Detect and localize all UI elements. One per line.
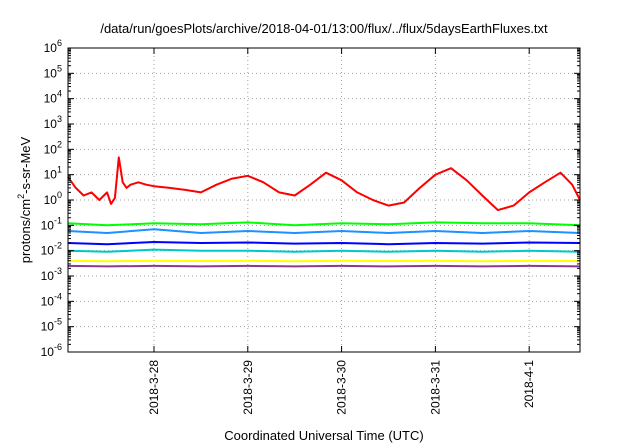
x-tick-label: 2018-3-30	[335, 360, 349, 415]
y-tick-label: 106	[44, 38, 62, 55]
y-tick-label: 100	[44, 190, 62, 207]
series-line-3	[67, 228, 581, 234]
series-line-6	[67, 259, 581, 263]
y-tick-label: 10-2	[41, 241, 62, 258]
y-axis-label-exp: 2	[16, 194, 26, 199]
y-axis-label-rest: -s-sr-MeV	[18, 136, 33, 193]
x-tick-label: 2018-3-28	[147, 360, 161, 415]
x-tick-label: 2018-3-31	[428, 360, 442, 415]
y-tick-label: 10-1	[41, 215, 62, 232]
y-tick-label: 101	[44, 165, 62, 182]
y-tick-label: 102	[44, 139, 62, 156]
y-tick-label: 10-4	[41, 291, 62, 308]
x-axis-label: Coordinated Universal Time (UTC)	[224, 428, 423, 443]
x-tick-label: 2018-3-29	[241, 360, 255, 415]
plot-frame	[67, 47, 581, 353]
y-axis-label-base: protons/cm	[18, 199, 33, 263]
series-line-5	[67, 248, 581, 253]
y-tick-label: 103	[44, 114, 62, 131]
series-group	[67, 156, 581, 268]
series-line-1	[67, 156, 581, 212]
y-tick-label: 10-6	[41, 342, 62, 359]
chart-title: /data/run/goesPlots/archive/2018-04-01/1…	[100, 21, 548, 36]
y-tick-label: 10-3	[41, 266, 62, 283]
y-tick-label: 10-5	[41, 317, 62, 334]
y-axis-label: protons/cm2-s-sr-MeV	[16, 136, 33, 263]
x-tick-label: 2018-4-1	[522, 360, 536, 408]
axes: 10-6 10-5 10-4 10-3 10-2 10-1 100 101 102 103 104 1…	[41, 38, 580, 415]
y-tick-label: 105	[44, 63, 62, 80]
series-line-7	[67, 264, 581, 268]
series-line-2	[67, 221, 581, 227]
series-line-4	[67, 241, 581, 246]
y-tick-label: 104	[44, 89, 62, 106]
grid	[68, 48, 580, 352]
